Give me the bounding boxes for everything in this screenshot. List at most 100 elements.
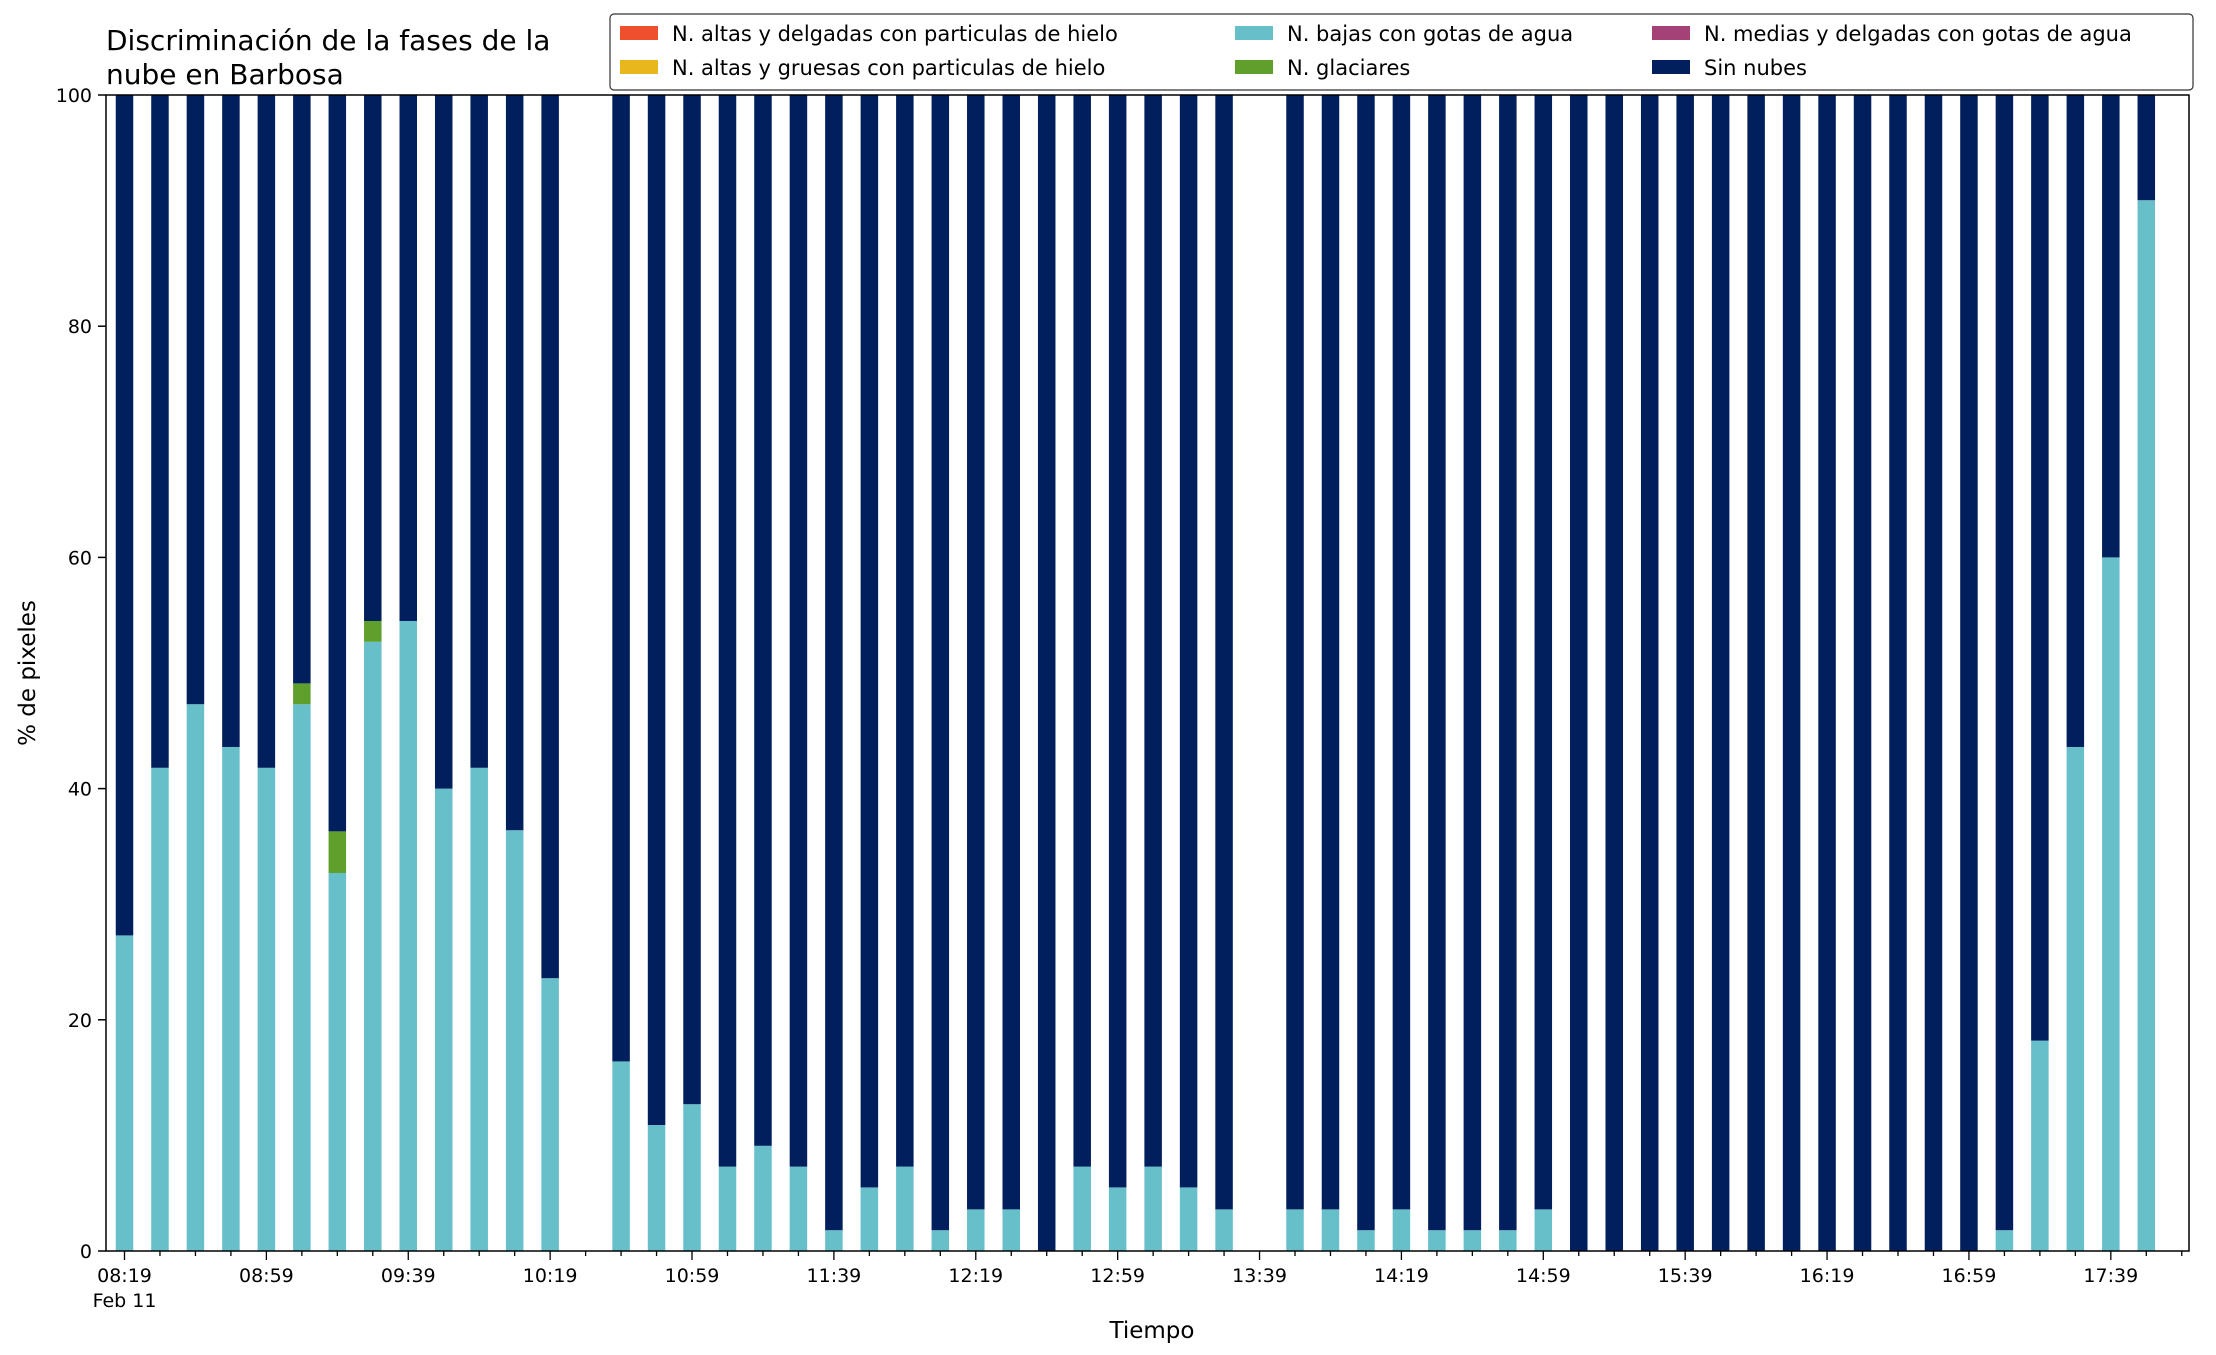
legend-entry-label: N. altas y delgadas con particulas de hi… (672, 22, 1118, 46)
x-tick-label: 08:59 (239, 1265, 294, 1287)
bar-segment (1889, 95, 1907, 1251)
bar-segment (1179, 1187, 1198, 1251)
x-axis-label: Tiempo (1109, 1318, 1195, 1344)
bar-segment (1853, 95, 1872, 1251)
x-tick-label: 16:59 (1942, 1265, 1997, 1287)
legend-swatch (620, 26, 658, 40)
x-tick-label: 15:39 (1658, 1265, 1713, 1287)
x-tick-label: 10:59 (665, 1265, 720, 1287)
bar-segment (1179, 95, 1198, 1188)
x-tick-label: 13:39 (1232, 1265, 1287, 1287)
bar-segment (1995, 1230, 2014, 1251)
bar-segment (1640, 95, 1659, 1251)
legend-swatch (1652, 60, 1690, 74)
bar-segment (1215, 95, 1233, 1210)
bar-segment (470, 767, 488, 1251)
bar-segment (2031, 95, 2049, 1041)
bar-segment (2066, 95, 2085, 747)
legend: N. altas y delgadas con particulas de hi… (609, 13, 2194, 91)
bar-segment (1108, 1187, 1127, 1251)
bar-segment (825, 1230, 843, 1251)
bar-segment (434, 788, 453, 1251)
bar-segment (1357, 1230, 1375, 1251)
bar-segment (931, 1230, 950, 1251)
bar-segment (186, 95, 205, 705)
bar-segment (1570, 95, 1588, 1251)
bar-segment (257, 95, 276, 768)
bar-segment (896, 95, 914, 1167)
y-tick-label: 0 (80, 1241, 92, 1263)
bar-segment (683, 95, 701, 1105)
bar-segment (151, 767, 169, 1251)
x-tick-label: 10:19 (523, 1265, 578, 1287)
bar-segment (293, 704, 311, 1251)
x-tick-label: 12:19 (948, 1265, 1003, 1287)
bar-segment (151, 95, 169, 768)
bar-segment (1108, 95, 1127, 1188)
bar-segment (931, 95, 950, 1231)
bar-segment (1995, 95, 2014, 1231)
bar-segment (1499, 95, 1517, 1231)
x-tick-label: 14:59 (1516, 1265, 1571, 1287)
bar-segment (967, 95, 985, 1210)
bar-segment (2137, 200, 2156, 1252)
bar-segment (1392, 95, 1411, 1210)
bar-segment (364, 620, 382, 642)
bar-segment (860, 1187, 879, 1251)
legend-swatch (1652, 26, 1690, 40)
bar-segment (293, 95, 311, 684)
bar-segment (470, 95, 488, 768)
bar-segment (718, 95, 737, 1167)
bar-segment (1392, 1209, 1411, 1251)
legend-entry-label: N. altas y gruesas con particulas de hie… (672, 56, 1105, 80)
bar-segment (718, 1166, 737, 1251)
bar-segment (293, 683, 311, 705)
y-axis-ticks: 0 20 40 60 80 100 (56, 85, 106, 1263)
bar-segment (2102, 557, 2120, 1251)
bar-segment (1286, 95, 1304, 1210)
bar-segment (1286, 1209, 1304, 1251)
bar-segment (1463, 95, 1482, 1231)
legend-entry-label: N. glaciares (1287, 56, 1410, 80)
legend-entry-label: Sin nubes (1704, 56, 1807, 80)
chart-title-line-1: Discriminación de la fases de la (106, 24, 550, 57)
x-tick-label: 17:39 (2083, 1265, 2138, 1287)
bar-segment (1534, 95, 1553, 1210)
plot-frame (105, 94, 2190, 1252)
bar-segment (1037, 95, 1056, 1251)
legend-swatch (1235, 26, 1273, 40)
x-tick-label: 11:39 (807, 1265, 862, 1287)
legend-swatch (620, 60, 658, 74)
bar-segment (647, 95, 666, 1125)
bars-group (115, 95, 2156, 1252)
bar-segment (2137, 95, 2156, 201)
x-tick-label: 14:19 (1374, 1265, 1429, 1287)
bar-segment (1357, 95, 1375, 1231)
chart-title-line-2: nube en Barbosa (106, 58, 344, 91)
bar-segment (1534, 1209, 1553, 1251)
bar-segment (328, 831, 347, 873)
bar-segment (1463, 1230, 1482, 1251)
bar-segment (1144, 95, 1162, 1167)
bar-segment (1747, 95, 1765, 1251)
bar-segment (1144, 1166, 1162, 1251)
y-tick-label: 40 (68, 779, 92, 801)
bar-segment (1002, 1209, 1020, 1251)
bar-segment (754, 1145, 772, 1251)
x-tick-label: 09:39 (381, 1265, 436, 1287)
bar-segment (1428, 95, 1446, 1231)
bar-segment (541, 978, 559, 1251)
bar-segment (541, 95, 559, 979)
legend-swatch (1235, 60, 1273, 74)
bar-segment (328, 95, 347, 832)
bar-segment (186, 704, 205, 1251)
bar-segment (1073, 1166, 1091, 1251)
bar-segment (789, 1166, 808, 1251)
bar-segment (860, 95, 879, 1188)
bar-segment (1605, 95, 1623, 1251)
y-axis-label: % de pixeles (15, 600, 41, 746)
bar-segment (399, 95, 418, 621)
bar-segment (2102, 95, 2120, 558)
bar-segment (825, 95, 843, 1231)
